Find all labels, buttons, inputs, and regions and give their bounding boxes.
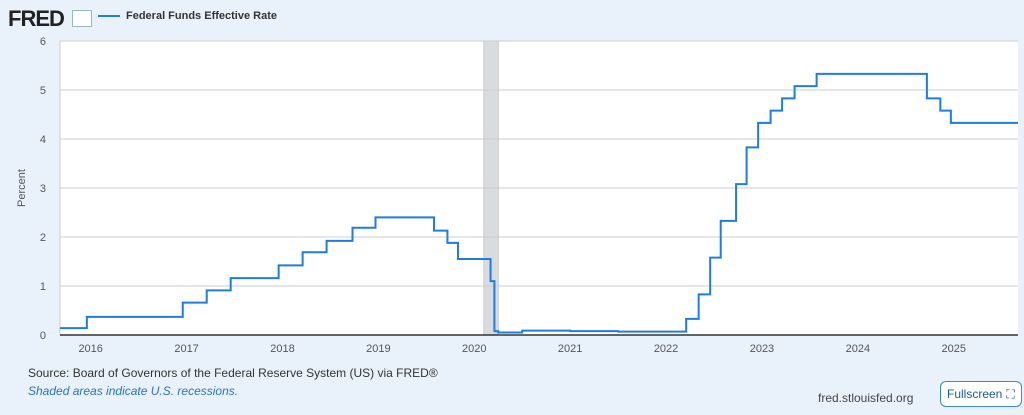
x-tick-label: 2018 [270, 343, 294, 355]
legend-label: Federal Funds Effective Rate [126, 10, 277, 22]
x-tick-label: 2017 [174, 343, 198, 355]
x-tick-label: 2020 [462, 343, 486, 355]
x-tick-label: 2019 [366, 343, 390, 355]
y-tick-label: 3 [40, 183, 46, 195]
y-tick-label: 4 [40, 134, 46, 146]
x-tick-label: 2022 [654, 343, 678, 355]
source-text: Source: Board of Governors of the Federa… [28, 366, 438, 380]
fullscreen-label: Fullscreen [947, 387, 1003, 401]
x-tick-label: 2025 [942, 343, 966, 355]
y-tick-label: 0 [40, 330, 46, 342]
fred-logo[interactable]: FRED [8, 6, 65, 31]
x-tick-label: 2021 [558, 343, 582, 355]
chart-icon[interactable] [72, 10, 92, 27]
fullscreen-button[interactable]: Fullscreen ⛶ [940, 381, 1022, 407]
legend: Federal Funds Effective Rate [98, 10, 277, 22]
x-tick-label: 2024 [846, 343, 870, 355]
y-tick-label: 2 [40, 232, 46, 244]
legend-swatch [98, 15, 120, 17]
y-tick-label: 6 [40, 36, 46, 48]
y-axis-label: Percent [16, 169, 28, 207]
x-tick-label: 2016 [78, 343, 102, 355]
recession-note: Shaded areas indicate U.S. recessions. [28, 384, 239, 398]
expand-icon: ⛶ [1006, 386, 1015, 401]
series-line-fed-funds [60, 72, 1018, 334]
y-tick-label: 1 [40, 281, 46, 293]
site-link[interactable]: fred.stlouisfed.org [818, 391, 914, 405]
y-tick-label: 5 [40, 85, 46, 97]
x-tick-label: 2023 [750, 343, 774, 355]
